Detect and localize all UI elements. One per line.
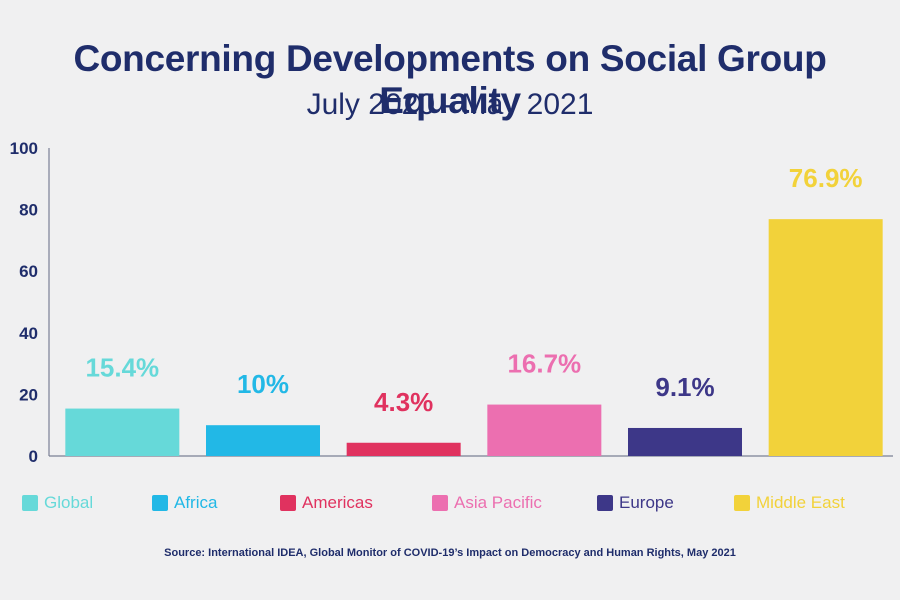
- legend-label: Global: [44, 493, 94, 512]
- bar-africa: [206, 425, 320, 456]
- legend-swatch: [152, 495, 168, 511]
- legend-item-global: Global: [22, 490, 93, 516]
- data-label: 9.1%: [655, 372, 714, 402]
- y-tick-label: 60: [19, 262, 38, 281]
- bar-americas: [346, 442, 461, 456]
- legend-item-middle-east: Middle East: [734, 490, 845, 516]
- chart-title: Concerning Developments on Social Group …: [73, 38, 827, 121]
- bar-asia-pacific: [487, 404, 602, 456]
- legend-item-americas: Americas: [280, 490, 373, 516]
- data-label: 4.3%: [374, 387, 433, 417]
- bar-europe: [628, 427, 742, 456]
- y-tick-label: 40: [19, 324, 38, 343]
- y-tick-label: 100: [10, 139, 38, 158]
- legend-label: Europe: [619, 493, 674, 512]
- legend-swatch: [734, 495, 750, 511]
- chart-subtitle: July 2020 - May 2021: [306, 88, 594, 121]
- legend-item-africa: Africa: [152, 490, 217, 516]
- y-tick-label: 20: [19, 385, 38, 404]
- data-label: 15.4%: [85, 353, 159, 383]
- y-tick-label: 0: [29, 447, 38, 466]
- legend-label: Africa: [174, 493, 218, 512]
- data-label: 10%: [237, 369, 289, 399]
- data-label: 16.7%: [507, 349, 581, 379]
- legend-swatch: [280, 495, 296, 511]
- chart-legend: Global Africa Americas Asia Pacific Europe Mi…: [0, 490, 900, 516]
- legend-label: Americas: [302, 493, 373, 512]
- legend-label: Asia Pacific: [454, 493, 542, 512]
- source-note: Source: International IDEA, Global Monit…: [164, 547, 736, 559]
- legend-swatch: [22, 495, 38, 511]
- legend-item-asia-pacific: Asia Pacific: [432, 490, 542, 516]
- legend-label: Middle East: [756, 493, 845, 512]
- bar-middle-east: [768, 219, 883, 456]
- y-tick-label: 80: [19, 201, 38, 220]
- legend-swatch: [432, 495, 448, 511]
- bar-global: [65, 408, 180, 456]
- legend-swatch: [597, 495, 613, 511]
- legend-item-europe: Europe: [597, 490, 674, 516]
- data-label: 76.9%: [789, 163, 863, 193]
- bar-chart: 0 20 40 60 80 100 15.4% 10% 4.3% 16.7% 9.1% 76.9%: [10, 139, 893, 466]
